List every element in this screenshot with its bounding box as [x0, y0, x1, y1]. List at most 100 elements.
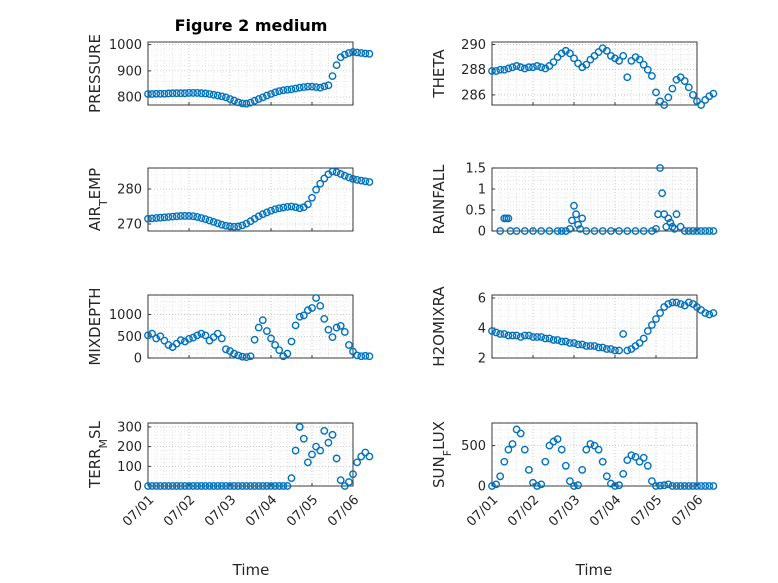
data-point — [144, 214, 152, 223]
data-point — [705, 482, 714, 490]
data-point — [213, 219, 222, 228]
data-points — [496, 164, 718, 235]
data-point — [496, 65, 505, 74]
data-point — [553, 227, 562, 235]
data-point — [185, 212, 193, 220]
data-point — [291, 321, 300, 330]
data-point — [570, 54, 578, 63]
data-point — [684, 298, 693, 307]
data-point — [684, 227, 693, 235]
data-point — [156, 332, 165, 341]
data-point — [189, 333, 198, 342]
data-point — [340, 171, 349, 180]
data-point — [308, 450, 316, 459]
data-point — [349, 347, 357, 356]
data-point — [201, 331, 210, 340]
data-point — [570, 201, 578, 210]
data-point — [209, 217, 218, 226]
data-point — [303, 82, 312, 91]
data-point — [689, 482, 697, 490]
data-point — [500, 330, 509, 338]
data-point — [299, 434, 308, 443]
data-point — [553, 435, 562, 444]
data-point — [217, 334, 226, 343]
data-point — [668, 222, 677, 231]
data-point — [639, 334, 648, 343]
x-axis-label-right: Time — [575, 561, 613, 579]
data-point — [529, 227, 537, 235]
data-point — [572, 210, 580, 219]
data-point — [635, 457, 644, 466]
data-point — [156, 482, 165, 490]
data-point — [324, 81, 333, 90]
data-point — [701, 227, 710, 235]
data-point — [226, 95, 234, 103]
data-point — [635, 55, 644, 64]
data-point — [226, 222, 234, 231]
data-point — [316, 83, 325, 92]
data-point — [217, 482, 226, 490]
data-point — [230, 349, 239, 358]
data-point — [262, 482, 271, 490]
data-point — [680, 227, 689, 235]
y-tick-label: 100 — [117, 460, 142, 475]
data-point — [197, 329, 206, 338]
data-point — [209, 482, 218, 490]
data-point — [566, 49, 574, 58]
y-axis-label-subscript: F — [441, 450, 454, 456]
data-point — [537, 333, 546, 341]
data-point — [652, 224, 660, 233]
data-point — [271, 88, 279, 97]
data-point — [295, 312, 304, 321]
data-point — [303, 458, 312, 467]
y-axis-label-subscript: M — [97, 439, 110, 449]
data-points — [144, 294, 374, 362]
subplot-4: 0 0.5 1 1.5 RAINFALL — [430, 162, 718, 240]
data-point — [176, 336, 185, 345]
data-point — [353, 48, 361, 57]
data-point — [615, 57, 623, 65]
data-point — [221, 93, 230, 102]
data-point — [541, 334, 550, 343]
data-point — [656, 481, 664, 490]
data-point — [160, 213, 169, 222]
data-point — [283, 349, 292, 358]
data-point — [533, 333, 541, 341]
y-tick-label: 0 — [134, 480, 142, 495]
data-point — [537, 63, 546, 72]
data-point — [221, 345, 230, 354]
data-point — [590, 227, 599, 235]
data-point — [623, 346, 632, 355]
data-point — [512, 62, 521, 70]
data-point — [340, 328, 349, 336]
data-point — [545, 334, 554, 343]
data-point — [320, 426, 329, 435]
data-point — [193, 331, 202, 340]
data-point — [566, 339, 574, 347]
data-point — [504, 214, 513, 223]
data-point — [582, 227, 591, 235]
data-point — [693, 227, 701, 235]
axes-box — [491, 422, 698, 487]
data-point — [512, 331, 521, 340]
data-point — [336, 476, 345, 484]
y-tick-label: 1.5 — [465, 162, 486, 177]
data-point — [230, 96, 239, 105]
y-axis-label-rest: EMP — [86, 168, 104, 199]
data-point — [684, 482, 693, 490]
data-point — [176, 212, 185, 220]
data-point — [283, 85, 292, 94]
data-point — [279, 482, 288, 490]
data-point — [672, 298, 681, 307]
data-point — [512, 425, 521, 434]
data-point — [283, 202, 292, 211]
data-point — [557, 337, 566, 346]
y-axis-label-main: TERR — [86, 448, 104, 489]
data-point — [365, 452, 374, 461]
data-point — [648, 227, 656, 235]
data-point — [697, 482, 705, 490]
data-point — [152, 214, 161, 222]
data-point — [349, 470, 357, 479]
data-points — [144, 423, 374, 490]
